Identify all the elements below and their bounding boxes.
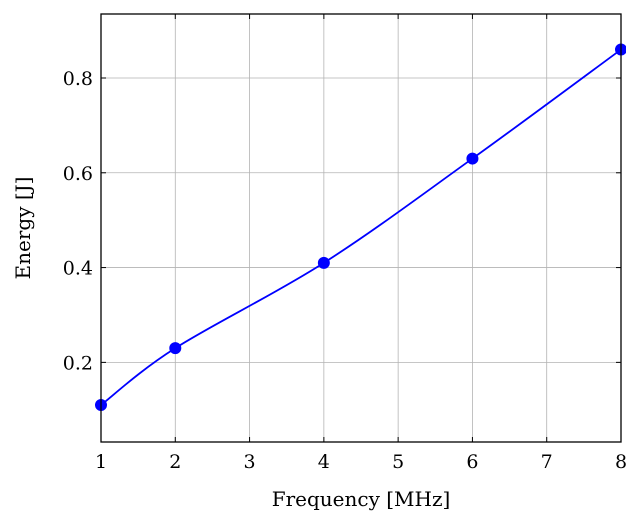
data-point-6 (466, 152, 479, 165)
y-tick-label-0.2: 0.2 (63, 352, 93, 374)
plot-frame (100, 13, 622, 443)
x-tick-label-4: 4 (318, 451, 330, 473)
x-tick-label-8: 8 (615, 451, 626, 473)
x-tick-label-2: 2 (169, 451, 181, 473)
y-tick-labels: 0.2 0.4 0.6 0.8 (63, 68, 93, 374)
grid (100, 14, 622, 442)
x-tick-label-6: 6 (466, 451, 478, 473)
x-tick-labels: 1 2 3 4 5 6 7 8 (95, 451, 626, 473)
x-tick-label-1: 1 (95, 451, 107, 473)
x-axis-label: Frequency [MHz] (272, 487, 451, 511)
y-tick-label-0.4: 0.4 (63, 258, 93, 280)
series-layer (95, 43, 626, 412)
y-axis-label: Energy [J] (11, 177, 35, 280)
data-point-2 (169, 342, 182, 355)
x-tick-label-3: 3 (244, 451, 256, 473)
x-tick-label-5: 5 (392, 451, 404, 473)
tick-marks (100, 14, 622, 442)
data-point-4 (317, 256, 330, 269)
y-tick-label-0.6: 0.6 (63, 163, 93, 185)
x-tick-label-7: 7 (541, 451, 553, 473)
y-tick-label-0.8: 0.8 (63, 68, 93, 90)
series-line-0 (100, 48, 622, 406)
